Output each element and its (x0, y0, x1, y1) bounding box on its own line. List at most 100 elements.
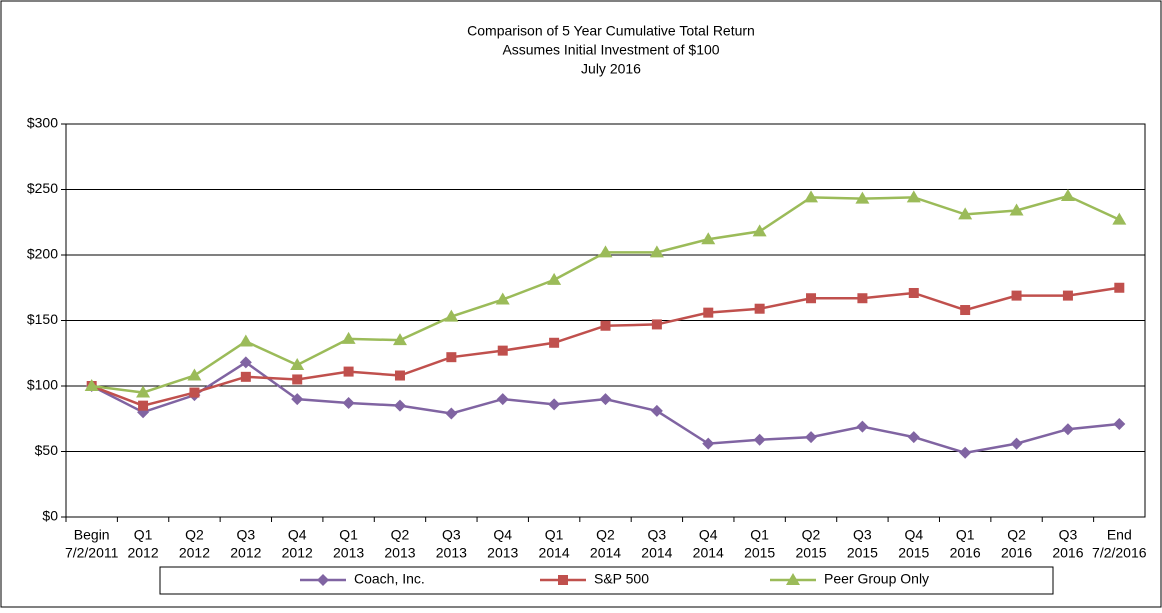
x-tick-label: End (1107, 527, 1132, 543)
x-tick-label: Q3 (853, 527, 872, 543)
marker (753, 433, 766, 446)
x-tick-label: 2012 (230, 545, 261, 561)
x-tick-label: 2016 (950, 545, 981, 561)
x-tick-label: 7/2/2016 (1092, 545, 1147, 561)
marker (1112, 212, 1127, 225)
legend-box (159, 566, 1054, 595)
legend-label: Peer Group Only (824, 571, 929, 587)
marker (960, 305, 971, 316)
chart-note: July 2016 (581, 61, 641, 77)
marker (754, 303, 765, 314)
x-tick-label: 2015 (744, 545, 775, 561)
marker (290, 358, 305, 371)
x-tick-label: 2016 (1052, 545, 1083, 561)
x-tick-label: Q2 (802, 527, 821, 543)
x-tick-label: 2014 (539, 545, 570, 561)
marker (239, 356, 252, 369)
marker (548, 398, 561, 411)
marker (906, 190, 921, 203)
marker (804, 190, 819, 203)
x-tick-label: 2013 (436, 545, 467, 561)
marker (649, 245, 664, 258)
marker (856, 420, 869, 433)
x-tick-label: 2013 (487, 545, 518, 561)
marker (558, 575, 568, 585)
y-tick-label: $100 (27, 377, 58, 393)
marker (138, 400, 149, 411)
marker (444, 309, 459, 322)
marker (959, 446, 972, 459)
marker (189, 387, 200, 398)
marker (908, 287, 919, 298)
plot-frame (65, 123, 1146, 518)
marker (549, 337, 560, 348)
marker (702, 437, 715, 450)
marker (291, 393, 304, 406)
x-tick-label: Q3 (236, 527, 255, 543)
x-tick-label: 2012 (179, 545, 210, 561)
x-tick-label: Q4 (288, 527, 307, 543)
marker (958, 207, 973, 220)
marker (857, 293, 868, 304)
x-tick-label: Q3 (1059, 527, 1078, 543)
x-tick-label: Q4 (493, 527, 512, 543)
chart-subtitle: Assumes Initial Investment of $100 (502, 42, 719, 58)
marker (786, 573, 800, 585)
y-tick-label: $200 (27, 246, 58, 262)
marker (292, 374, 303, 385)
marker (1113, 417, 1126, 430)
marker (703, 307, 714, 318)
x-tick-label: Q1 (339, 527, 358, 543)
marker (1009, 203, 1024, 216)
x-tick-label: 2015 (795, 545, 826, 561)
marker (1114, 282, 1125, 293)
marker (599, 393, 612, 406)
marker (446, 352, 457, 363)
marker (598, 245, 613, 258)
marker (495, 292, 510, 305)
x-tick-label: 2013 (384, 545, 415, 561)
marker (855, 191, 870, 204)
x-tick-label: Q1 (956, 527, 975, 543)
marker (805, 431, 818, 444)
x-tick-label: Q4 (904, 527, 923, 543)
marker (496, 393, 509, 406)
marker (1011, 290, 1022, 301)
marker (651, 319, 662, 330)
legend-label: Coach, Inc. (354, 571, 425, 587)
marker (806, 293, 817, 304)
marker (84, 379, 99, 391)
legend-label: S&P 500 (594, 571, 649, 587)
marker (393, 399, 406, 412)
x-tick-label: Q2 (391, 527, 410, 543)
marker (650, 404, 663, 417)
y-tick-label: $0 (42, 508, 58, 524)
marker (238, 334, 253, 347)
x-tick-label: 2014 (693, 545, 724, 561)
marker (445, 407, 458, 420)
marker (1062, 290, 1073, 301)
y-tick-label: $50 (35, 442, 59, 458)
marker (752, 224, 767, 237)
x-tick-label: 2012 (127, 545, 158, 561)
marker (240, 371, 251, 382)
x-tick-label: Q2 (1007, 527, 1026, 543)
x-tick-label: Begin (74, 527, 110, 543)
x-tick-label: 7/2/2011 (65, 545, 119, 561)
x-tick-label: Q2 (185, 527, 204, 543)
marker (187, 368, 202, 381)
x-tick-label: Q3 (648, 527, 667, 543)
marker (136, 385, 151, 398)
x-tick-label: 2013 (333, 545, 364, 561)
x-tick-label: 2015 (898, 545, 929, 561)
marker (1060, 189, 1075, 202)
marker (317, 574, 329, 586)
marker (394, 370, 405, 381)
x-tick-label: 2012 (282, 545, 313, 561)
marker (392, 333, 407, 346)
marker (600, 320, 611, 331)
x-tick-label: Q1 (134, 527, 153, 543)
marker (907, 431, 920, 444)
x-tick-label: 2016 (1001, 545, 1032, 561)
